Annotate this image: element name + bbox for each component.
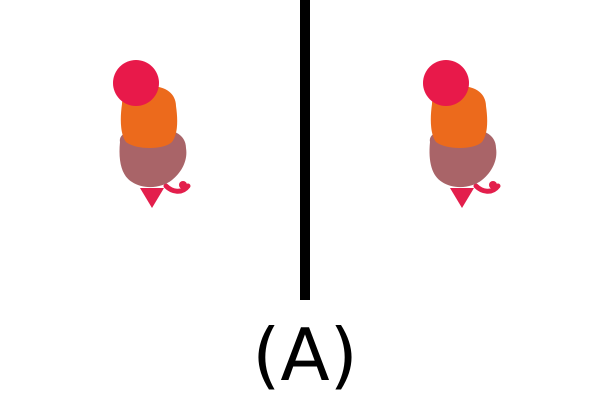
figure-head — [423, 60, 469, 106]
left-panel — [0, 0, 300, 300]
figure-tail-knob — [489, 181, 497, 189]
figure-caption: (A) — [252, 313, 358, 397]
stacked-figure-right — [423, 60, 501, 208]
figure-tail — [473, 183, 501, 194]
figure-tail-knob — [179, 181, 187, 189]
figure-head — [113, 60, 159, 106]
stacked-figure-left — [113, 60, 191, 208]
divider-line — [300, 0, 310, 300]
figure-tip — [450, 188, 474, 208]
figure-tail — [163, 183, 191, 194]
right-panel — [310, 0, 610, 300]
figure-tip — [140, 188, 164, 208]
